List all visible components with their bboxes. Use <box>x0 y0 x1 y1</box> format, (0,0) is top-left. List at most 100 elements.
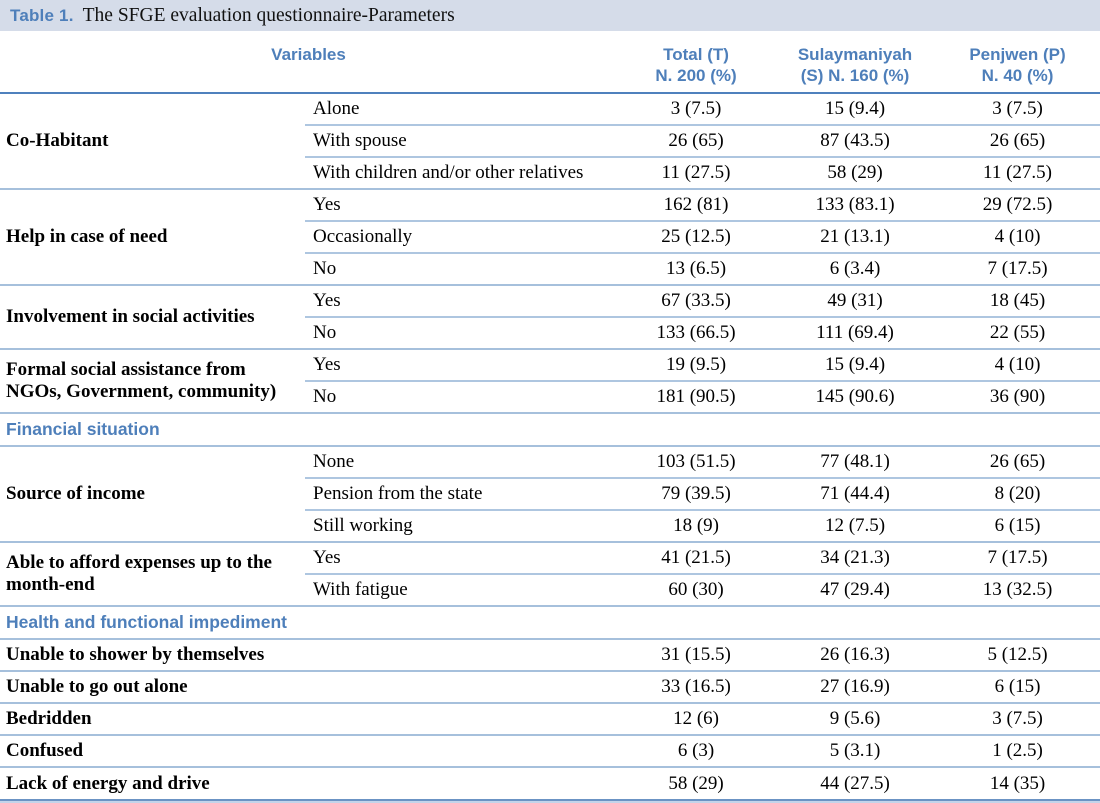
header-penjwen-line1: Penjwen (P) <box>969 45 1066 64</box>
table-number-label: Table 1. <box>10 5 74 25</box>
table-row: Unable to shower by themselves 31 (15.5)… <box>0 639 1100 671</box>
cell-penjwen: 3 (7.5) <box>992 98 1043 119</box>
header-total-line1: Total (T) <box>663 45 729 64</box>
cell-sulaymaniyah: 145 (90.6) <box>775 380 936 413</box>
table-row: Able to afford expenses up to the month-… <box>0 541 1100 606</box>
cell-sulaymaniyah: 26 (16.3) <box>820 644 890 665</box>
sfge-parameters-table: Variables Total (T) N. 200 (%) Sulaymani… <box>0 39 1100 799</box>
row-label-unable-go-out: Unable to go out alone <box>0 670 618 703</box>
cell-penjwen: 13 (32.5) <box>935 573 1100 606</box>
cell-total: 25 (12.5) <box>617 220 776 253</box>
row-label-bedridden: Bedridden <box>0 702 618 735</box>
table-row: Pension from the state 79 (39.5) 71 (44.… <box>0 477 1100 510</box>
row-label: Yes <box>305 284 618 317</box>
row-label: With spouse <box>305 124 618 157</box>
table-row: Help in case of need Yes 162 (81) 133 (8… <box>0 188 1100 285</box>
row-label: Alone <box>313 98 360 119</box>
table-row: Involvement in social activities Yes 67 … <box>0 284 1100 349</box>
cell-total: 41 (21.5) <box>617 541 776 574</box>
row-label: No <box>305 316 618 349</box>
cell-penjwen: 14 (35) <box>935 766 1100 799</box>
cell-total: 67 (33.5) <box>617 284 776 317</box>
cell-penjwen: 11 (27.5) <box>935 156 1100 189</box>
cell-total: 11 (27.5) <box>617 156 776 189</box>
table-row: Co-Habitant Alone 3 (7.5) 15 (9.4) 3 (7.… <box>0 93 1100 151</box>
cell-total: 6 (3) <box>617 734 776 767</box>
group-label-source-of-income: Source of income <box>6 483 145 504</box>
cell-total: 133 (66.5) <box>617 316 776 349</box>
table-row: Confused 6 (3) 5 (3.1) 1 (2.5) <box>0 734 1100 767</box>
table-row: Source of income None 103 (51.5) 77 (48.… <box>0 446 1100 504</box>
cell-sulaymaniyah: 6 (3.4) <box>775 252 936 285</box>
row-label: Pension from the state <box>305 477 618 510</box>
header-variables: Variables <box>0 39 618 94</box>
cell-penjwen: 8 (20) <box>935 477 1100 510</box>
cell-penjwen: 22 (55) <box>935 316 1100 349</box>
cell-penjwen: 6 (15) <box>935 509 1100 542</box>
table-row: No 181 (90.5) 145 (90.6) 36 (90) <box>0 380 1100 413</box>
cell-penjwen: 6 (15) <box>935 670 1100 703</box>
header-total: Total (T) N. 200 (%) <box>617 39 776 94</box>
row-label: With fatigue <box>305 573 618 606</box>
cell-total: 103 (51.5) <box>656 451 736 472</box>
row-label: No <box>305 380 618 413</box>
cell-sulaymaniyah: 9 (5.6) <box>775 702 936 735</box>
cell-total: 13 (6.5) <box>617 252 776 285</box>
section-label: Financial situation <box>0 412 1100 447</box>
cell-penjwen: 5 (12.5) <box>987 644 1048 665</box>
cell-total: 31 (15.5) <box>661 644 731 665</box>
cell-total: 33 (16.5) <box>617 670 776 703</box>
header-penjwen: Penjwen (P) N. 40 (%) <box>935 39 1100 94</box>
cell-total: 18 (9) <box>617 509 776 542</box>
header-sulaymaniyah: Sulaymaniyah (S) N. 160 (%) <box>775 39 936 94</box>
cell-total: 58 (29) <box>617 766 776 799</box>
table-row: With fatigue 60 (30) 47 (29.4) 13 (32.5) <box>0 573 1100 606</box>
table-row: With spouse 26 (65) 87 (43.5) 26 (65) <box>0 124 1100 157</box>
section-row-health-impediment: Health and functional impediment <box>0 605 1100 640</box>
cell-sulaymaniyah: 5 (3.1) <box>775 734 936 767</box>
row-label-confused: Confused <box>0 734 618 767</box>
row-label: With children and/or other relatives <box>305 156 618 189</box>
cell-total: 3 (7.5) <box>670 98 722 119</box>
cell-penjwen: 4 (10) <box>935 220 1100 253</box>
cell-total: 79 (39.5) <box>617 477 776 510</box>
header-row: Variables Total (T) N. 200 (%) Sulaymani… <box>0 39 1100 94</box>
cell-sulaymaniyah: 12 (7.5) <box>775 509 936 542</box>
group-label-afford-expenses: Able to afford expenses up to the month-… <box>0 541 305 606</box>
cell-sulaymaniyah: 77 (48.1) <box>820 451 890 472</box>
row-label-unable-shower: Unable to shower by themselves <box>6 644 265 665</box>
section-row-financial-situation: Financial situation <box>0 412 1100 447</box>
cell-penjwen: 18 (45) <box>935 284 1100 317</box>
cell-sulaymaniyah: 111 (69.4) <box>775 316 936 349</box>
cell-sulaymaniyah: 15 (9.4) <box>824 98 886 119</box>
cell-total: 19 (9.5) <box>617 348 776 381</box>
cell-sulaymaniyah: 27 (16.9) <box>775 670 936 703</box>
table-row: Unable to go out alone 33 (16.5) 27 (16.… <box>0 670 1100 703</box>
table-row: No 133 (66.5) 111 (69.4) 22 (55) <box>0 316 1100 349</box>
cell-sulaymaniyah: 71 (44.4) <box>775 477 936 510</box>
table-row: No 13 (6.5) 6 (3.4) 7 (17.5) <box>0 252 1100 285</box>
table-bottom-rule <box>0 799 1100 801</box>
group-label-help-in-need: Help in case of need <box>0 188 305 285</box>
cell-total: 60 (30) <box>617 573 776 606</box>
table-caption-bar: Table 1. The SFGE evaluation questionnai… <box>0 0 1100 31</box>
cell-penjwen: 1 (2.5) <box>935 734 1100 767</box>
cell-sulaymaniyah: 87 (43.5) <box>775 124 936 157</box>
cell-sulaymaniyah: 49 (31) <box>775 284 936 317</box>
table-caption-text: The SFGE evaluation questionnaire-Parame… <box>82 4 455 26</box>
cell-penjwen: 7 (17.5) <box>935 541 1100 574</box>
row-label: None <box>313 451 355 472</box>
spacer <box>0 31 1100 39</box>
row-label: Yes <box>305 541 618 574</box>
header-total-line2: N. 200 (%) <box>655 66 737 85</box>
header-penjwen-line2: N. 40 (%) <box>981 66 1054 85</box>
table-row: With children and/or other relatives 11 … <box>0 156 1100 189</box>
cell-sulaymaniyah: 58 (29) <box>775 156 936 189</box>
group-label-social-activities: Involvement in social activities <box>0 284 305 349</box>
cell-penjwen: 29 (72.5) <box>935 188 1100 221</box>
cell-sulaymaniyah: 47 (29.4) <box>775 573 936 606</box>
cell-penjwen: 4 (10) <box>935 348 1100 381</box>
group-label-co-habitant: Co-Habitant <box>6 130 109 151</box>
cell-penjwen: 36 (90) <box>935 380 1100 413</box>
row-label: Yes <box>305 348 618 381</box>
